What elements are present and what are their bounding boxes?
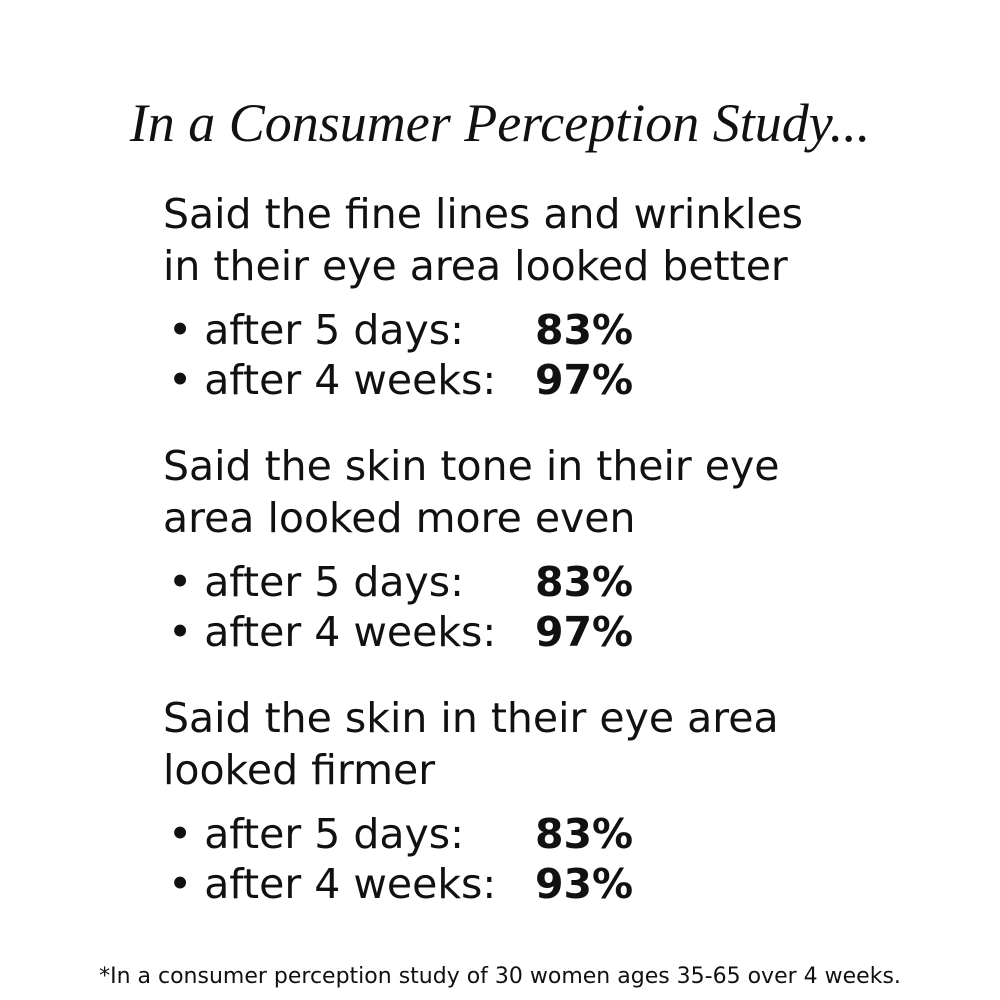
bullet-value: 93% [535,860,634,908]
bullet-item: after 5 days: [168,306,464,354]
bullet-label: after 5 days: [168,810,464,858]
bullet-item: after 4 weeks: [168,356,496,404]
section-heading: in their eye area looked better [163,242,788,290]
bullet-value: 83% [535,558,634,606]
section-heading: Said the fine lines and wrinkles [163,190,804,238]
bullet-item: after 4 weeks: [168,860,496,908]
bullet-label: after 4 weeks: [168,608,496,656]
bullet-label: after 4 weeks: [168,356,496,404]
title: In a Consumer Perception Study... [129,93,871,153]
bullet-label: after 5 days: [168,306,464,354]
bullet-value: 83% [535,306,634,354]
bullet-value: 97% [535,356,634,404]
bullet-item: after 4 weeks: [168,608,496,656]
bullet-value: 83% [535,810,634,858]
section-heading: area looked more even [163,494,636,542]
footnote: *In a consumer perception study of 30 wo… [99,964,901,989]
bullet-label: after 4 weeks: [168,860,496,908]
bullet-item: after 5 days: [168,558,464,606]
section-heading: Said the skin in their eye area [163,694,779,742]
section-heading: looked firmer [163,746,436,794]
bullet-label: after 5 days: [168,558,464,606]
bullet-item: after 5 days: [168,810,464,858]
section-heading: Said the skin tone in their eye [163,442,780,490]
bullet-value: 97% [535,608,634,656]
